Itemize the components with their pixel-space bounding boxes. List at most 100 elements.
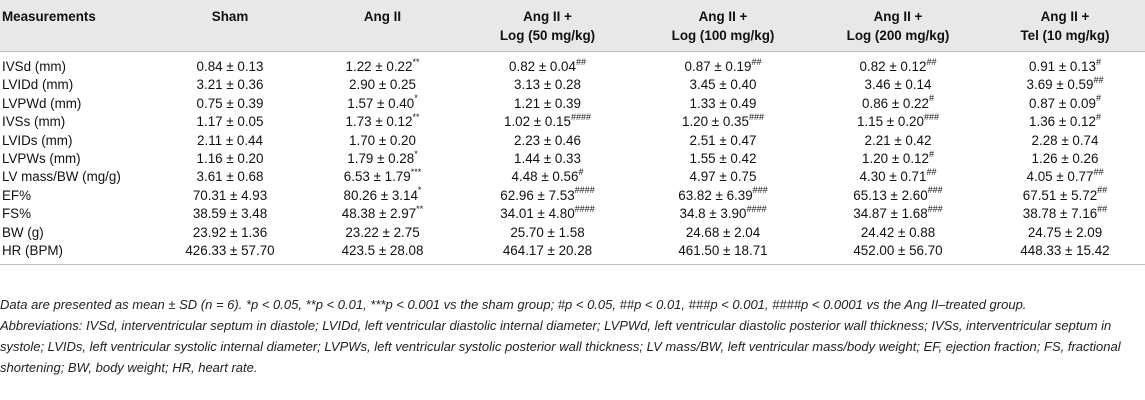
cell-value: 38.78 ± 7.16 [1022,206,1098,222]
significance-marker: * [414,93,418,104]
table-row: LV mass/BW (mg/g) 3.61 ± 0.68 6.53 ± 1.79*… [0,166,1145,186]
header-line: Ang II + [698,9,748,24]
table-row: LVPWd (mm) 0.75 ± 0.39 1.57 ± 0.40* 1.21 ± … [0,93,1145,113]
significance-marker: ## [575,56,586,67]
cell-value: 1.70 ± 0.20 [349,132,416,148]
cell-value: 1.15 ± 0.20 [857,114,924,130]
table-cell: 0.82 ± 0.04## [460,52,635,77]
table-cell: 3.46 ± 0.14 [811,76,985,94]
cell-value: 23.22 ± 2.75 [345,224,420,240]
table-row: HR (BPM) 426.33 ± 57.70 423.5 ± 28.08 464.1… [0,242,1145,266]
significance-marker: ## [1097,185,1108,196]
table-row: BW (g) 23.92 ± 1.36 23.22 ± 2.75 25.70 ± 1.… [0,224,1145,242]
header-group-5: Ang II + Log (200 mg/kg) [811,0,985,52]
cell-value: 448.33 ± 15.42 [1020,243,1110,259]
cell-value: 0.75 ± 0.39 [196,95,264,111]
header-line: Tel (10 mg/kg) [1020,28,1110,43]
significance-marker: #### [746,203,767,214]
significance-marker: # [1095,111,1101,122]
cell-value: 25.70 ± 1.58 [510,224,585,240]
table-cell: 34.01 ± 4.80#### [460,204,635,223]
row-label: LVPWd (mm) [2,95,82,111]
table-cell: 70.31 ± 4.93 [155,187,305,205]
significance-marker: ## [1093,74,1104,85]
cell-value: 2.28 ± 0.74 [1031,132,1099,148]
table-cell: 62.96 ± 7.53#### [460,186,635,205]
cell-value: 0.87 ± 0.19 [684,59,752,74]
cell-value: 1.17 ± 0.05 [196,114,264,130]
significance-marker: ### [923,111,939,122]
cell-value: 24.42 ± 0.88 [860,224,936,240]
table-cell: 0.87 ± 0.09# [985,93,1145,113]
significance-marker: # [1095,93,1101,104]
cell-value: 1.79 ± 0.28 [347,151,415,167]
significance-marker: ## [926,56,937,67]
table-cell: 1.17 ± 0.05 [155,113,305,131]
table-cell: 464.17 ± 20.28 [460,242,635,266]
cell-value: 62.96 ± 7.53 [500,187,575,203]
table-body: IVSd (mm) 0.84 ± 0.13 1.22 ± 0.22** 0.82 ± … [0,52,1145,266]
cell-value: 48.38 ± 2.97 [341,206,417,222]
cell-value: 3.21 ± 0.36 [196,77,264,93]
cell-value: 1.55 ± 0.42 [689,151,757,167]
significance-marker: ** [416,203,424,214]
table-row: LVIDd (mm) 3.21 ± 0.36 2.90 ± 0.25 3.13 ± 0… [0,74,1145,94]
significance-marker: ### [748,111,764,122]
cell-value: 23.92 ± 1.36 [192,224,268,240]
cell-value: 2.90 ± 0.25 [349,77,416,93]
table-cell: 1.70 ± 0.20 [305,132,460,150]
table-cell: 24.68 ± 2.04 [635,224,811,242]
header-line: Log (200 mg/kg) [846,28,950,43]
significance-marker: ### [927,185,943,196]
row-label: LVPWs (mm) [2,151,81,167]
header-line: Ang II [363,9,402,24]
cell-value: 0.84 ± 0.13 [196,59,264,74]
cell-value: 67.51 ± 5.72 [1022,187,1098,203]
table-cell: 24.42 ± 0.88 [811,224,985,242]
table-cell: 3.13 ± 0.28 [460,76,635,94]
cell-value: 0.87 ± 0.09 [1029,95,1096,111]
row-label: LV mass/BW (mg/g) [2,169,121,185]
table-cell: 3.61 ± 0.68 [155,168,305,186]
table-cell: 461.50 ± 18.71 [635,242,811,266]
significance-marker: ## [1093,166,1104,177]
significance-marker: # [928,148,934,159]
table-row: LVPWs (mm) 1.16 ± 0.20 1.79 ± 0.28* 1.44 ± … [0,148,1145,168]
cell-value: 34.01 ± 4.80 [500,206,575,222]
significance-marker: ** [412,111,420,122]
table-cell: 4.30 ± 0.71## [811,166,985,186]
cell-value: 2.51 ± 0.47 [689,132,757,148]
table-cell: 1.57 ± 0.40* [305,93,460,113]
table-cell: 3.21 ± 0.36 [155,76,305,94]
header-group-4: Ang II + Log (100 mg/kg) [635,0,811,52]
table-cell: 423.5 ± 28.08 [305,242,460,266]
table-cell: 34.8 ± 3.90#### [635,203,811,223]
table-cell: 25.70 ± 1.58 [460,224,635,242]
cell-value: 461.50 ± 18.71 [678,243,768,259]
table-cell: 426.33 ± 57.70 [155,242,305,266]
table-cell: 38.78 ± 7.16## [985,204,1145,223]
cell-value: 1.16 ± 0.20 [196,151,264,167]
table-cell: 34.87 ± 1.68### [811,203,985,223]
cell-value: 3.45 ± 0.40 [689,77,757,93]
header-group-6: Ang II + Tel (10 mg/kg) [985,0,1145,52]
table-cell: 67.51 ± 5.72## [985,185,1145,205]
cell-value: 1.21 ± 0.39 [514,95,581,111]
cell-value: 34.87 ± 1.68 [853,206,928,222]
significance-marker: ## [926,166,937,177]
table-cell: 4.97 ± 0.75 [635,168,811,186]
significance-marker: ### [927,203,943,214]
header-measurements: Measurements [0,0,155,52]
table-cell: 1.15 ± 0.20### [811,111,985,131]
cell-value: 1.44 ± 0.33 [514,151,581,167]
cell-value: 65.13 ± 2.60 [853,187,928,203]
cell-value: 4.05 ± 0.77 [1026,169,1094,185]
cell-value: 24.68 ± 2.04 [685,224,761,240]
row-label: FS% [2,206,32,222]
cell-value: 2.11 ± 0.44 [197,132,263,148]
significance-marker: * [417,185,422,196]
table-cell: 1.79 ± 0.28* [305,149,460,168]
header-line: Ang II + [1040,9,1090,24]
table-cell: 6.53 ± 1.79*** [305,167,460,186]
